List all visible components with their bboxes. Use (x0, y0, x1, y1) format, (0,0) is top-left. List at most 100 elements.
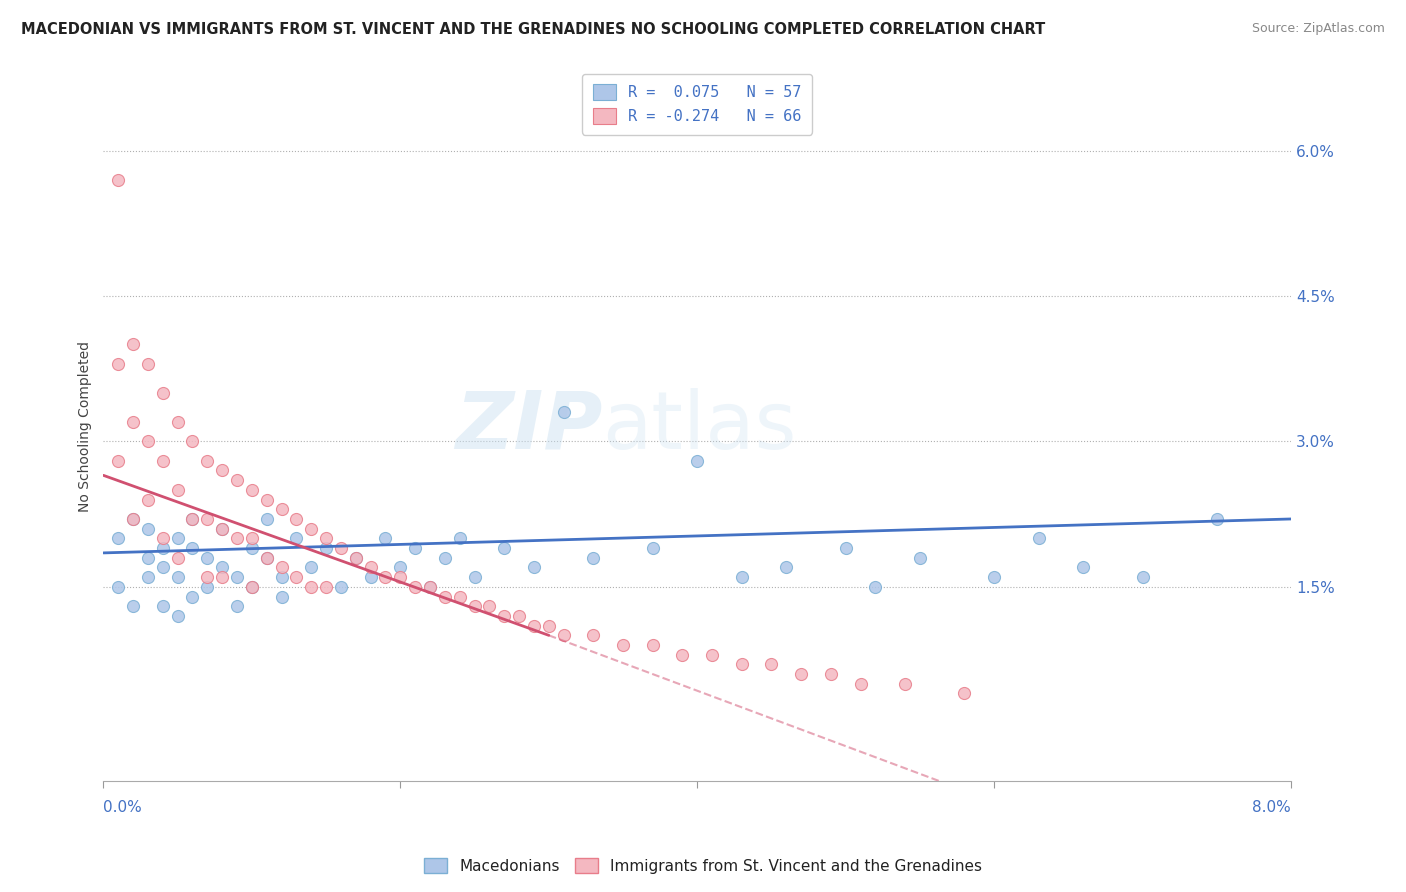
Point (107, 357, 129, 371)
Point (226, 473, 249, 487)
Point (211, 522, 233, 536)
Point (523, 618, 546, 632)
Point (360, 560, 382, 574)
Point (285, 532, 308, 546)
Legend: Macedonians, Immigrants from St. Vincent and the Grenadines: Macedonians, Immigrants from St. Vincent… (418, 852, 988, 880)
Point (166, 608, 188, 623)
Point (612, 638, 634, 652)
Point (344, 550, 367, 565)
Point (195, 580, 218, 594)
Point (107, 172, 129, 186)
Point (404, 580, 426, 594)
Point (107, 454, 129, 468)
Point (122, 512, 145, 526)
Point (285, 512, 308, 526)
Point (389, 560, 412, 574)
Point (152, 560, 174, 574)
Legend: R =  0.075   N = 57, R = -0.274   N = 66: R = 0.075 N = 57, R = -0.274 N = 66 (582, 73, 813, 135)
Point (834, 541, 856, 555)
Point (152, 541, 174, 555)
Point (731, 657, 754, 672)
Point (463, 570, 485, 584)
Point (908, 550, 931, 565)
Point (122, 337, 145, 351)
Point (181, 434, 204, 449)
Point (537, 618, 560, 632)
Point (389, 570, 412, 584)
Point (433, 590, 456, 604)
Point (1132, 570, 1154, 584)
Point (256, 550, 278, 565)
Text: 0.0%: 0.0% (104, 800, 142, 815)
Point (211, 570, 233, 584)
Text: MACEDONIAN VS IMMIGRANTS FROM ST. VINCENT AND THE GRENADINES NO SCHOOLING COMPLE: MACEDONIAN VS IMMIGRANTS FROM ST. VINCEN… (21, 22, 1045, 37)
Point (240, 580, 263, 594)
Point (122, 512, 145, 526)
Point (152, 386, 174, 401)
Point (166, 483, 188, 497)
Point (181, 512, 204, 526)
Point (122, 415, 145, 429)
Point (775, 560, 797, 574)
Point (166, 570, 188, 584)
Point (285, 570, 308, 584)
Point (181, 541, 204, 555)
Point (299, 580, 322, 594)
Point (329, 580, 352, 594)
Point (270, 502, 292, 516)
Point (433, 550, 456, 565)
Point (686, 454, 709, 468)
Point (299, 560, 322, 574)
Point (136, 550, 159, 565)
Point (820, 667, 842, 681)
Point (226, 599, 249, 614)
Point (226, 532, 249, 546)
Point (953, 686, 976, 700)
Y-axis label: No Schooling Completed: No Schooling Completed (79, 342, 93, 512)
Point (181, 590, 204, 604)
Point (641, 638, 664, 652)
Point (166, 550, 188, 565)
Point (374, 570, 396, 584)
Point (419, 580, 441, 594)
Point (256, 550, 278, 565)
Point (894, 677, 917, 691)
Point (181, 512, 204, 526)
Point (195, 454, 218, 468)
Point (1205, 512, 1227, 526)
Point (983, 570, 1005, 584)
Point (211, 522, 233, 536)
Point (226, 570, 249, 584)
Point (136, 357, 159, 371)
Text: 8.0%: 8.0% (1253, 800, 1291, 815)
Point (240, 483, 263, 497)
Point (344, 550, 367, 565)
Point (152, 532, 174, 546)
Point (582, 550, 605, 565)
Point (136, 522, 159, 536)
Point (195, 550, 218, 565)
Point (478, 599, 501, 614)
Point (315, 541, 337, 555)
Point (211, 463, 233, 477)
Point (523, 560, 546, 574)
Point (240, 580, 263, 594)
Point (136, 570, 159, 584)
Point (270, 560, 292, 574)
Point (152, 454, 174, 468)
Point (553, 405, 575, 419)
Point (107, 580, 129, 594)
Text: Source: ZipAtlas.com: Source: ZipAtlas.com (1251, 22, 1385, 36)
Point (240, 532, 263, 546)
Point (508, 608, 530, 623)
Point (122, 599, 145, 614)
Point (494, 608, 516, 623)
Text: ZIP: ZIP (454, 388, 602, 466)
Point (374, 532, 396, 546)
Point (195, 570, 218, 584)
Point (463, 599, 485, 614)
Point (270, 590, 292, 604)
Point (790, 667, 813, 681)
Point (256, 512, 278, 526)
Point (404, 541, 426, 555)
